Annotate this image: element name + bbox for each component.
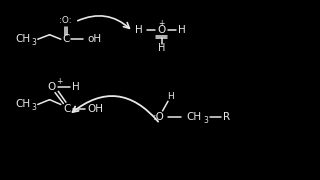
Text: O: O: [157, 25, 166, 35]
Text: H: H: [178, 25, 186, 35]
Text: CH: CH: [186, 112, 201, 122]
Text: O: O: [48, 82, 56, 92]
Text: H: H: [72, 82, 80, 92]
Text: H: H: [167, 92, 174, 101]
Text: +: +: [158, 19, 165, 28]
Text: 3: 3: [31, 103, 36, 112]
Text: C: C: [62, 34, 70, 44]
Text: 3: 3: [31, 38, 36, 47]
Text: R: R: [223, 112, 230, 122]
Text: C: C: [63, 104, 71, 114]
Text: CH: CH: [15, 34, 31, 44]
Text: :O: :O: [152, 112, 164, 122]
Text: H: H: [158, 43, 165, 53]
Text: CH: CH: [15, 100, 31, 109]
Text: +: +: [56, 76, 62, 86]
Text: oH: oH: [87, 34, 101, 44]
Text: :O:: :O:: [59, 16, 72, 25]
Text: H: H: [135, 25, 143, 35]
Text: 3: 3: [203, 116, 208, 125]
Text: OH: OH: [87, 104, 103, 114]
